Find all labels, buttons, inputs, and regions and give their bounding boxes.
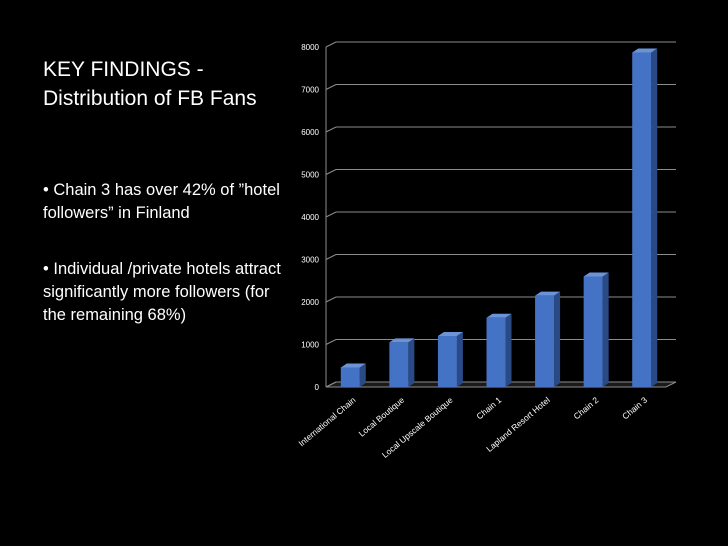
bar-side (651, 48, 658, 388)
bar-front (535, 295, 555, 387)
y-tick-label: 5000 (301, 171, 319, 180)
bar-front (486, 317, 506, 387)
x-category-label: Chain 1 (474, 395, 503, 422)
y-tick-label: 0 (315, 383, 320, 392)
bar-front (583, 276, 603, 387)
bar (437, 332, 463, 387)
y-tick-label: 7000 (301, 86, 319, 95)
y-tick-label: 4000 (301, 213, 319, 222)
gridline-diagonal (325, 41, 337, 48)
bar-side (359, 363, 366, 387)
bar-top (486, 313, 512, 318)
bullet-chain3-share: • Chain 3 has over 42% of ”hotel followe… (43, 181, 280, 222)
bar-side (554, 291, 561, 387)
bar (389, 338, 415, 387)
gridline-diagonal (325, 339, 337, 345)
x-category-label: International Chain (296, 395, 357, 449)
bar-top (535, 291, 561, 296)
bar-top (389, 338, 415, 343)
bar-front (389, 342, 409, 387)
bar-front (632, 52, 652, 388)
bar-front (340, 367, 360, 387)
bar-side (456, 332, 463, 387)
bar (632, 48, 658, 388)
gridline-diagonal (325, 169, 337, 175)
gridline-diagonal (325, 296, 337, 303)
bullet-independent-hotels: • Individual /private hotels attract sig… (43, 260, 281, 324)
y-tick-label: 1000 (301, 341, 319, 350)
y-tick-label: 3000 (301, 256, 319, 265)
bar-top (340, 363, 366, 368)
slide-title: KEY FINDINGS - Distribution of FB Fans (43, 58, 257, 110)
x-category-label: Chain 3 (620, 395, 649, 422)
bar-side (602, 272, 609, 387)
x-category-label: Local Boutique (357, 395, 407, 439)
bullet-list: • Chain 3 has over 42% of ”hotel followe… (43, 179, 293, 360)
bar (486, 313, 512, 387)
bar (583, 272, 609, 387)
bar-top (437, 332, 463, 336)
bar (535, 291, 561, 387)
gridline-diagonal (325, 126, 337, 133)
bar-top (632, 48, 658, 53)
bar (340, 363, 366, 387)
gridline-diagonal (325, 84, 337, 90)
x-category-label: Chain 2 (572, 395, 601, 422)
bar-side (505, 313, 512, 387)
y-tick-label: 6000 (301, 128, 319, 137)
gridline-diagonal (325, 211, 337, 218)
y-tick-label: 8000 (301, 43, 319, 52)
bar-top (583, 272, 609, 277)
bar-front (437, 336, 457, 387)
gridline-diagonal (325, 381, 337, 388)
bar-side (408, 338, 415, 387)
y-tick-label: 2000 (301, 298, 319, 307)
gridline-diagonal (325, 254, 337, 260)
